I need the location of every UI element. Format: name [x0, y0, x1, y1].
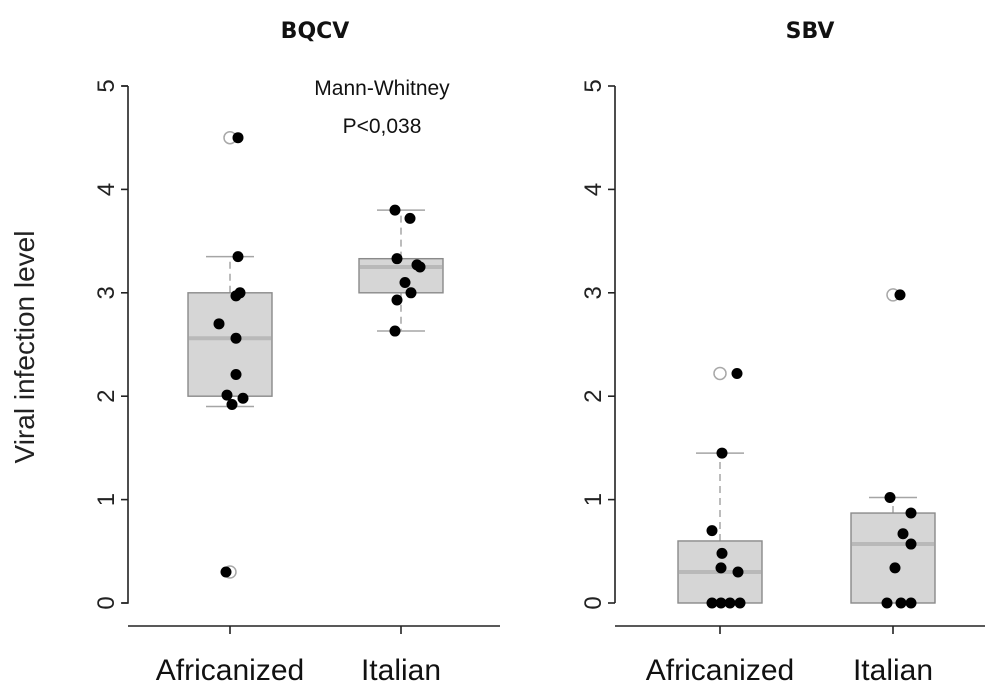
- data-point: [232, 251, 244, 263]
- annotation-p-value: P<0,038: [343, 115, 422, 138]
- y-axis-line: [122, 85, 129, 604]
- data-point: [884, 492, 896, 504]
- category-label: Italian: [361, 654, 441, 687]
- y-tick-label: 2: [580, 390, 607, 403]
- panel-bqcv: BQCV Viral infection level Mann-Whitney …: [9, 19, 500, 687]
- data-point: [706, 597, 718, 609]
- data-point: [724, 597, 736, 609]
- panel-title: BQCV: [281, 19, 350, 44]
- y-ticks: 0 1 2 3 4 5: [93, 79, 128, 610]
- y-tick-label: 1: [580, 493, 607, 506]
- y-axis-label: Viral infection level: [9, 231, 40, 464]
- data-point: [905, 538, 917, 550]
- annotation-test-name: Mann-Whitney: [314, 77, 450, 100]
- category-label: Africanized: [646, 654, 794, 687]
- y-tick-label: 4: [93, 183, 120, 196]
- data-point: [399, 276, 411, 288]
- data-point: [715, 597, 727, 609]
- data-point: [405, 287, 417, 299]
- panel-sbv: SBV 0 1 2 3 4 5 Africanized Italian: [580, 19, 985, 687]
- data-point: [230, 368, 242, 380]
- category-labels: Africanized Italian: [156, 654, 441, 687]
- box-iqr: [850, 512, 936, 604]
- data-point: [881, 597, 893, 609]
- data-point: [889, 562, 901, 574]
- category-labels: Africanized Italian: [646, 654, 933, 687]
- y-tick-label: 5: [93, 79, 120, 92]
- data-point: [716, 447, 728, 459]
- points: [706, 289, 917, 609]
- data-point: [226, 398, 238, 410]
- points: [213, 132, 426, 578]
- y-tick-label: 4: [580, 183, 607, 196]
- data-point: [232, 132, 244, 144]
- box-africanized: [187, 130, 273, 634]
- y-tick-label: 3: [93, 286, 120, 299]
- y-tick-label: 0: [580, 596, 607, 609]
- data-point: [731, 367, 743, 379]
- data-point: [715, 562, 727, 574]
- data-point: [391, 294, 403, 306]
- category-label: Africanized: [156, 654, 304, 687]
- data-point: [894, 289, 906, 301]
- data-point: [404, 212, 416, 224]
- data-point: [237, 392, 249, 404]
- data-point: [221, 389, 233, 401]
- data-point: [897, 528, 909, 540]
- data-point: [213, 318, 225, 330]
- box-iqr: [187, 292, 273, 397]
- data-point: [716, 547, 728, 559]
- boxes: [677, 288, 936, 634]
- data-point: [734, 597, 746, 609]
- y-tick-label: 0: [93, 596, 120, 609]
- y-tick-label: 5: [580, 79, 607, 92]
- data-point: [230, 290, 242, 302]
- category-label: Italian: [853, 654, 933, 687]
- box-italian: [850, 288, 936, 634]
- data-point: [414, 261, 426, 273]
- panel-title: SBV: [786, 19, 835, 44]
- box-italian: [358, 209, 444, 634]
- box-africanized: [677, 366, 763, 634]
- boxes: [187, 130, 444, 634]
- data-point: [389, 325, 401, 337]
- y-tick-label: 3: [580, 286, 607, 299]
- y-ticks: 0 1 2 3 4 5: [580, 79, 615, 610]
- data-point: [230, 332, 242, 344]
- y-tick-label: 2: [93, 390, 120, 403]
- data-point: [391, 253, 403, 265]
- y-tick-label: 1: [93, 493, 120, 506]
- data-point: [732, 566, 744, 578]
- data-point: [905, 507, 917, 519]
- box-iqr: [358, 257, 444, 294]
- data-point: [389, 204, 401, 216]
- data-point: [905, 597, 917, 609]
- data-point: [220, 566, 232, 578]
- data-point: [706, 525, 718, 537]
- data-point: [895, 597, 907, 609]
- outlier-marker: [713, 366, 727, 381]
